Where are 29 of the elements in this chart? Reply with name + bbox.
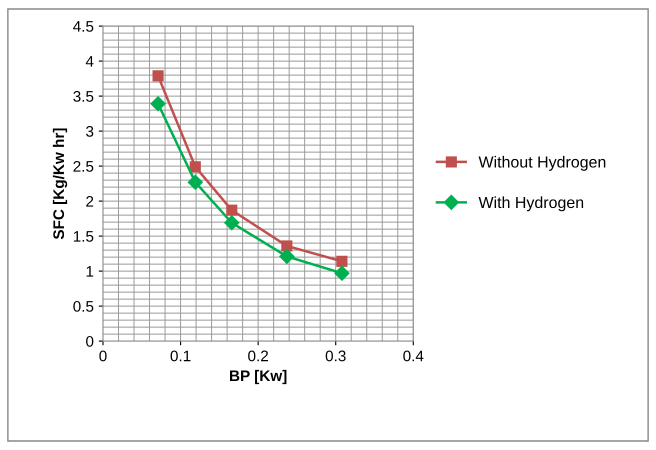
legend-label: With Hydrogen	[478, 196, 584, 212]
point	[226, 204, 238, 216]
point	[224, 215, 240, 230]
y-tick-label: 4	[86, 56, 94, 67]
y-axis-title: SFC [Kg/Kw hr]	[52, 128, 68, 240]
y-tick-label: 3	[86, 126, 94, 137]
legend-label: Without Hydrogen	[478, 156, 606, 171]
point	[281, 240, 292, 252]
x-tick-label: 0.3	[326, 350, 346, 362]
y-tick-label: 1.5	[74, 231, 94, 242]
point	[190, 161, 201, 172]
point	[336, 256, 348, 267]
x-tick-label: 0.2	[248, 350, 268, 362]
point	[279, 248, 294, 264]
y-tick-label: 2	[86, 196, 94, 207]
y-tick-label: 1	[86, 266, 94, 277]
x-tick-label: 0.4	[403, 350, 424, 362]
point	[334, 266, 350, 281]
y-tick-label: 2.5	[73, 160, 94, 172]
y-tick-label: 3.5	[73, 90, 94, 102]
x-tick-label: 0	[99, 350, 107, 362]
point	[152, 70, 164, 82]
y-tick-label: 4.5	[73, 21, 94, 32]
y-tick-label: 0	[86, 336, 94, 347]
point	[150, 96, 166, 112]
y-tick-label: 0.5	[73, 300, 94, 312]
x-tick-label: 0.1	[170, 350, 190, 362]
x-axis-title: BP [Kw]	[230, 370, 286, 384]
point	[188, 174, 203, 190]
